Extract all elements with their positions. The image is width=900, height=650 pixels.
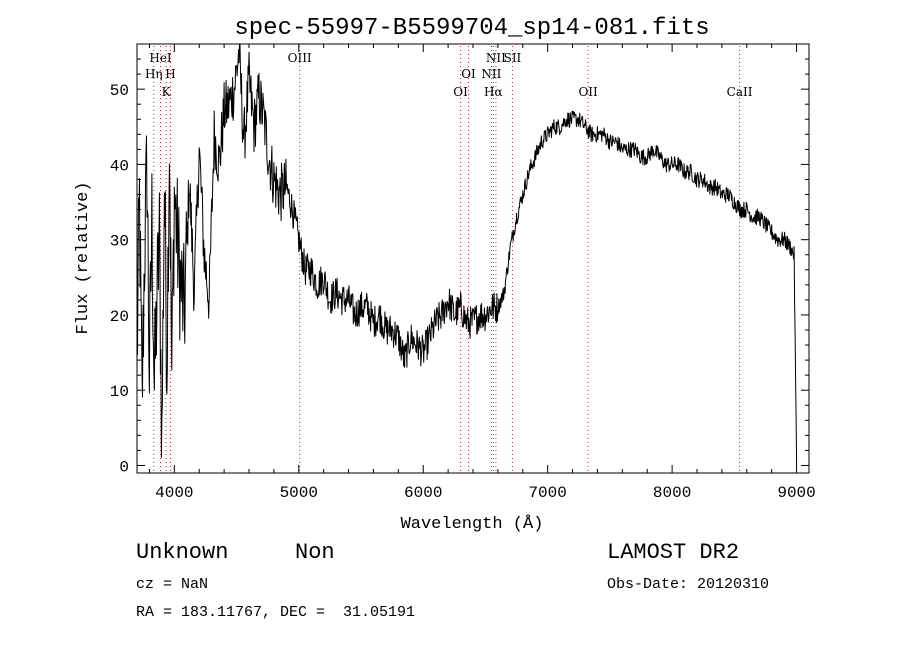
line-label-12: CaII [727,85,753,99]
flux-series-layer [136,43,798,466]
x-axis-label: Wavelength (Å) [401,515,544,534]
redshift-readout: cz = NaN [136,576,209,593]
line-label-5: OI [461,67,476,81]
y-tick-label-4: 40 [110,157,129,175]
line-label-4: OIII [288,51,312,65]
x-tick-label-3: 7000 [528,484,566,502]
x-tick-label-4: 8000 [653,484,691,502]
flux-series-line [136,43,798,466]
survey-label: LAMOST DR2 [607,540,740,565]
line-label-6: OI [453,85,468,99]
x-tick-label-5: 9000 [777,484,815,502]
chart-title: spec-55997-B5599704_sp14-081.fits [234,15,709,42]
subclass-label: Non [295,540,335,565]
line-label-9: NII [481,67,501,81]
y-axis-label: Flux (relative) [74,181,93,334]
line-label-8: SII [504,51,522,65]
class-label: Unknown [136,540,229,565]
x-tick-label-0: 4000 [155,484,193,502]
y-tick-label-3: 30 [110,233,129,251]
obs-date-readout: Obs-Date: 20120310 [607,576,770,593]
line-label-2: H [165,67,175,81]
y-tick-label-1: 10 [110,383,129,401]
axes: 4000 5000 6000 7000 8000 9000 0 10 20 30 40 50 [110,44,816,502]
plot-frame [136,43,810,474]
y-tick-label-2: 20 [110,308,129,326]
x-tick-label-2: 6000 [404,484,442,502]
y-tick-label-0: 0 [119,458,129,476]
line-label-11: OII [578,85,598,99]
coordinates-readout: RA = 183.11767, DEC = 31.05191 [136,604,416,621]
y-tick-label-5: 50 [110,82,129,100]
line-label-3: K [162,85,172,99]
x-tick-label-1: 5000 [280,484,318,502]
line-label-1: Hη [145,67,163,81]
line-label-0: HeI [149,51,172,65]
line-label-10: Hα [484,85,503,99]
